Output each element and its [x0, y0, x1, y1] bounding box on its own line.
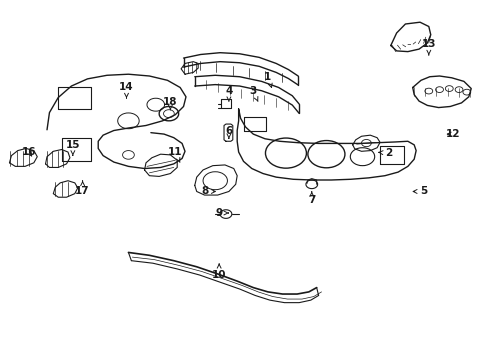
- Text: 15: 15: [65, 140, 80, 156]
- Text: 2: 2: [378, 148, 391, 158]
- Text: 9: 9: [215, 208, 228, 218]
- Text: 12: 12: [445, 129, 460, 139]
- Text: 13: 13: [421, 40, 435, 55]
- Text: 5: 5: [412, 186, 427, 197]
- Text: 11: 11: [168, 147, 182, 162]
- Text: 3: 3: [249, 86, 258, 102]
- Text: 18: 18: [163, 97, 177, 110]
- Text: 10: 10: [211, 264, 226, 280]
- Text: 1: 1: [264, 72, 271, 87]
- Text: 6: 6: [225, 126, 232, 138]
- Text: 16: 16: [21, 147, 36, 157]
- Text: 14: 14: [119, 82, 134, 98]
- Text: 7: 7: [307, 192, 315, 205]
- Text: 17: 17: [75, 181, 90, 197]
- Text: 4: 4: [225, 86, 232, 102]
- Text: 8: 8: [201, 186, 215, 197]
